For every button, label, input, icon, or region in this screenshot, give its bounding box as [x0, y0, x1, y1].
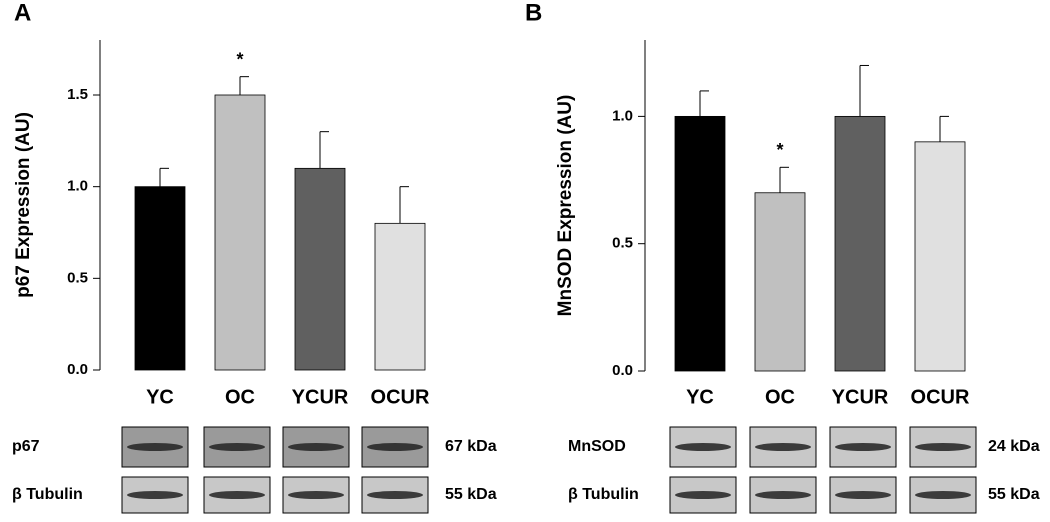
blot-band	[367, 491, 423, 499]
blot-band	[288, 443, 344, 451]
x-tick-label: OCUR	[911, 386, 970, 408]
y-tick-label: 1.0	[612, 107, 633, 124]
y-axis-label: p67 Expression (AU)	[13, 112, 34, 298]
x-tick-label: YCUR	[832, 386, 889, 408]
bar	[374, 222, 426, 371]
x-tick-label: OC	[225, 386, 255, 408]
panel-label: A	[14, 0, 31, 26]
x-tick-label: YC	[146, 386, 174, 408]
blot-band	[209, 443, 265, 451]
blot-band	[755, 443, 811, 451]
blot-band	[367, 443, 423, 451]
y-tick-label: 0.5	[67, 269, 88, 286]
blot-band	[675, 443, 731, 451]
y-tick-label: 0.0	[612, 362, 633, 379]
x-tick-label: OC	[765, 386, 795, 408]
y-tick-label: 1.0	[67, 178, 88, 195]
x-tick-label: OCUR	[371, 386, 430, 408]
bar	[754, 192, 806, 372]
bar	[674, 115, 726, 372]
bar	[914, 141, 966, 372]
blot-band	[209, 491, 265, 499]
blot-size: 55 kDa	[988, 486, 1040, 503]
blot-size: 24 kDa	[988, 438, 1040, 455]
blot-band	[755, 491, 811, 499]
blot-band	[675, 491, 731, 499]
blot-band	[915, 491, 971, 499]
blot-band	[127, 443, 183, 451]
blot-size: 55 kDa	[445, 486, 497, 503]
blot-label: β Tubulin	[12, 486, 83, 503]
blot-band	[127, 491, 183, 499]
blot-band	[835, 443, 891, 451]
blot-band	[915, 443, 971, 451]
blot-band	[835, 491, 891, 499]
bar	[214, 94, 266, 371]
bar	[294, 167, 346, 371]
panel-label: B	[525, 0, 542, 26]
significance-marker: *	[236, 49, 243, 69]
y-tick-label: 0.0	[67, 361, 88, 378]
blot-label: β Tubulin	[568, 486, 639, 503]
bar	[134, 186, 186, 371]
x-tick-label: YCUR	[292, 386, 349, 408]
blot-label: MnSOD	[568, 438, 626, 455]
bar	[834, 115, 886, 372]
x-tick-label: YC	[686, 386, 714, 408]
y-axis-label: MnSOD Expression (AU)	[555, 95, 576, 317]
blot-label: p67	[12, 438, 40, 455]
y-tick-label: 0.5	[612, 235, 633, 252]
blot-size: 67 kDa	[445, 438, 497, 455]
blot-band	[288, 491, 344, 499]
significance-marker: *	[776, 140, 783, 160]
y-tick-label: 1.5	[67, 86, 88, 103]
